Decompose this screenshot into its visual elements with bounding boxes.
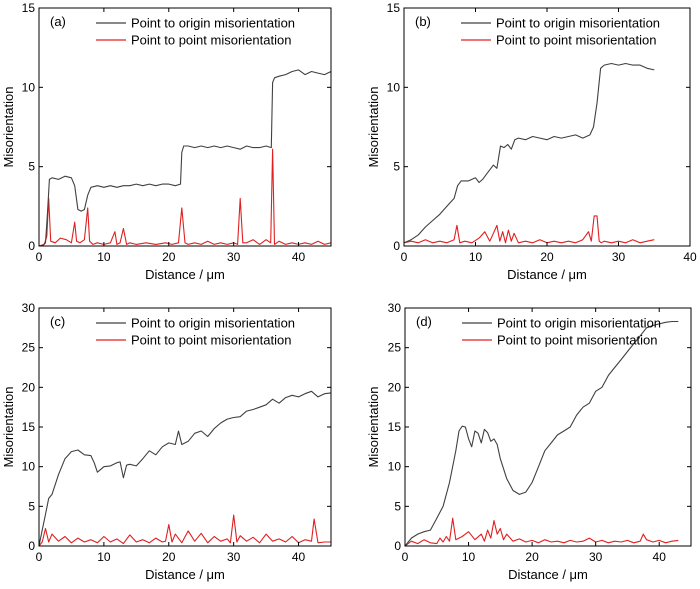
series-line — [405, 320, 679, 546]
x-axis-label: Distance / μm — [508, 567, 588, 582]
y-tick-label: 5 — [393, 160, 400, 174]
series-line — [39, 148, 331, 246]
x-axis-label: Distance / μm — [145, 567, 225, 582]
y-tick-label: 20 — [388, 380, 402, 394]
legend-label: Point to point misorientation — [131, 333, 291, 348]
y-tick-label: 15 — [22, 420, 36, 434]
y-axis-label: Misorientation — [366, 87, 381, 168]
series-line — [404, 62, 655, 244]
x-tick-label: 20 — [162, 250, 176, 264]
x-tick-label: 30 — [227, 550, 241, 564]
panel-label: (a) — [50, 14, 66, 29]
y-tick-label: 0 — [28, 539, 35, 553]
y-tick-label: 20 — [22, 380, 36, 394]
y-tick-label: 0 — [394, 539, 401, 553]
series-line — [39, 514, 331, 546]
legend-label: Point to origin misorientation — [131, 316, 295, 331]
x-tick-label: 40 — [683, 250, 697, 264]
y-axis-label: Misorientation — [1, 387, 16, 468]
x-tick-label: 0 — [401, 250, 408, 264]
panel-label: (b) — [415, 14, 431, 29]
x-tick-label: 0 — [36, 550, 43, 564]
x-axis-label: Distance / μm — [145, 267, 225, 282]
y-axis-label: Misorientation — [1, 87, 16, 168]
legend-label: Point to origin misorientation — [131, 16, 295, 31]
x-tick-label: 40 — [292, 250, 306, 264]
x-tick-label: 0 — [402, 550, 409, 564]
x-axis-label: Distance / μm — [507, 267, 587, 282]
x-tick-label: 20 — [540, 250, 554, 264]
y-tick-label: 25 — [388, 341, 402, 355]
x-tick-label: 40 — [653, 550, 667, 564]
legend-label: Point to origin misorientation — [497, 316, 661, 331]
legend-label: Point to point misorientation — [496, 33, 656, 48]
series-line — [404, 215, 655, 244]
y-tick-label: 10 — [22, 460, 36, 474]
x-tick-label: 40 — [292, 550, 306, 564]
series-line — [39, 69, 331, 246]
y-tick-label: 15 — [388, 420, 402, 434]
legend-label: Point to point misorientation — [131, 33, 291, 48]
series-line — [39, 390, 331, 546]
y-tick-label: 10 — [387, 80, 401, 94]
x-tick-label: 20 — [525, 550, 539, 564]
chart-panel: 0 10 20 30 40 0 5 10 15 Distance / μm Misorientati… — [366, 1, 697, 282]
series-line — [405, 517, 679, 546]
y-tick-label: 10 — [388, 460, 402, 474]
y-axis-label: Misorientation — [366, 387, 381, 468]
y-tick-label: 30 — [388, 301, 402, 315]
y-tick-label: 5 — [394, 499, 401, 513]
y-tick-label: 0 — [393, 239, 400, 253]
x-tick-label: 10 — [97, 550, 111, 564]
x-tick-label: 30 — [589, 550, 603, 564]
y-tick-label: 15 — [387, 1, 401, 15]
x-tick-label: 20 — [162, 550, 176, 564]
y-tick-label: 15 — [22, 1, 36, 15]
y-tick-label: 10 — [22, 80, 36, 94]
x-tick-label: 10 — [97, 250, 111, 264]
panel-label: (c) — [50, 314, 65, 329]
x-tick-label: 30 — [612, 250, 626, 264]
y-tick-label: 5 — [28, 160, 35, 174]
x-tick-label: 10 — [469, 250, 483, 264]
x-tick-label: 10 — [462, 550, 476, 564]
panel-label: (d) — [416, 314, 432, 329]
y-tick-label: 0 — [28, 239, 35, 253]
y-tick-label: 30 — [22, 301, 36, 315]
y-tick-label: 5 — [28, 499, 35, 513]
plot-frame — [38, 7, 332, 247]
y-tick-label: 25 — [22, 341, 36, 355]
x-tick-label: 0 — [36, 250, 43, 264]
chart-panel: 0 10 20 30 40 0 5 10 15 Distance / μm Misorientati… — [1, 1, 332, 282]
legend-label: Point to point misorientation — [497, 333, 657, 348]
x-tick-label: 30 — [227, 250, 241, 264]
legend-label: Point to origin misorientation — [496, 16, 660, 31]
